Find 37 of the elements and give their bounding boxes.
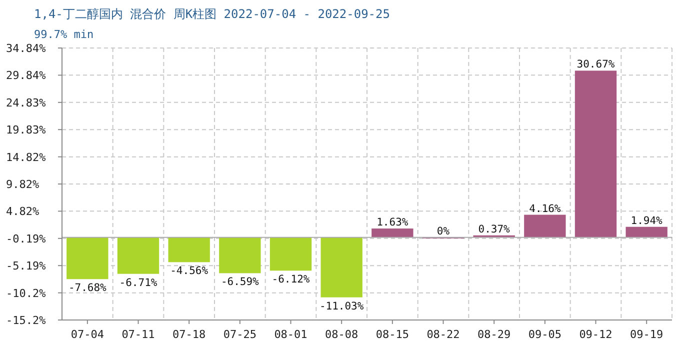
x-tick-label: 09-19: [630, 328, 664, 341]
data-label: -4.56%: [170, 265, 209, 278]
data-label: 1.94%: [630, 214, 664, 227]
x-tick-label: 08-08: [325, 328, 358, 341]
title: 1,4-丁二醇国内 混合价 周K柱图 2022-07-04 - 2022-09-25: [34, 7, 390, 21]
x-tick-label: 07-18: [172, 328, 206, 341]
y-tick-label: -15.2%: [6, 314, 46, 327]
y-tick-label: 4.82%: [6, 205, 40, 218]
y-tick-label: 29.84%: [6, 69, 46, 82]
y-tick-label: 34.84%: [6, 42, 46, 55]
data-label: 4.16%: [529, 202, 562, 215]
y-tick-label: -10.2%: [6, 286, 46, 300]
data-label: -7.68%: [68, 282, 108, 294]
y-tick-label: 19.83%: [6, 124, 46, 137]
data-label: -11.03%: [319, 300, 364, 312]
data-label: -6.71%: [119, 276, 158, 289]
y-tick-label: -0.19%: [6, 232, 46, 246]
x-tick-label: 08-15: [376, 328, 409, 341]
y-tick-label: 24.83%: [6, 96, 46, 110]
x-tick-label: 08-29: [478, 328, 511, 341]
x-tick-label: 09-12: [579, 328, 612, 341]
data-label: 0%: [436, 225, 450, 238]
data-label: 1.63%: [376, 216, 409, 229]
y-tick-label: 14.82%: [6, 150, 46, 164]
data-label: 0.37%: [478, 223, 511, 236]
x-tick-label: 09-05: [528, 328, 562, 341]
y-tick-label: -5.19%: [6, 260, 46, 273]
x-tick-label: 07-04: [70, 328, 104, 341]
data-label: -6.12%: [272, 274, 310, 286]
x-tick-label: 08-01: [274, 328, 308, 341]
data-label: -6.59%: [220, 276, 260, 288]
x-tick-label: 08-22: [426, 328, 460, 341]
data-label: 30.67%: [576, 58, 616, 71]
x-tick-label: 07-11: [122, 328, 155, 341]
y-tick-label: 9.82%: [6, 178, 40, 191]
subtitle: 99.7% min: [34, 28, 94, 41]
x-tick-label: 07-25: [223, 328, 256, 341]
